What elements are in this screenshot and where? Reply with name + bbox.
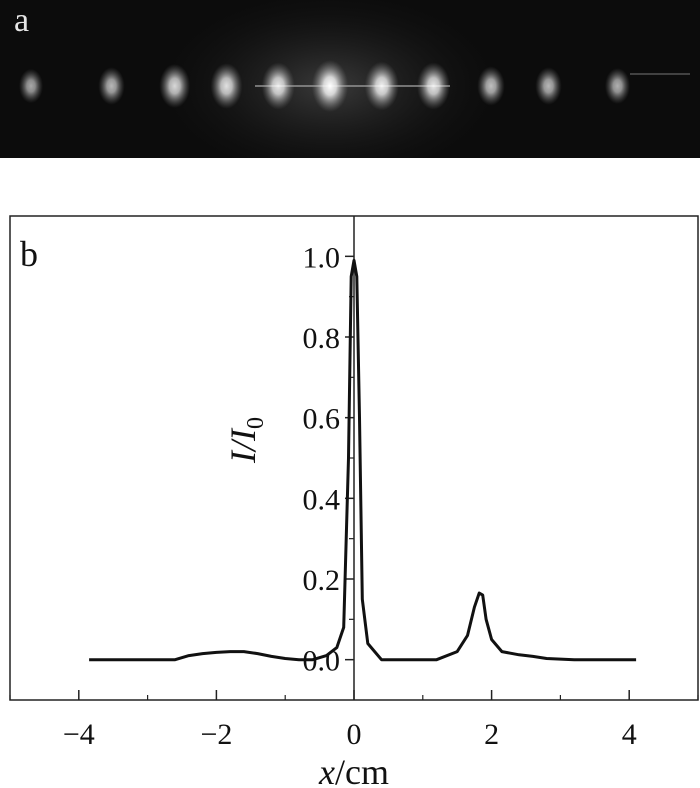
y-tick-label: 0.4 <box>303 483 341 516</box>
y-tick-label: 1.0 <box>303 241 341 274</box>
diffraction-spot-7 <box>416 62 451 110</box>
diffraction-image-panel: a <box>0 0 700 158</box>
diffraction-spot-9 <box>535 67 562 105</box>
diffraction-spot-1 <box>98 67 125 105</box>
y-tick-label: 0.2 <box>303 564 341 597</box>
y-tick-label: 0.8 <box>303 322 341 355</box>
x-axis-variable: x <box>318 752 335 788</box>
x-axis-unit: /cm <box>335 752 389 788</box>
x-tick-label: 0 <box>347 718 362 751</box>
diffraction-spot-4 <box>261 62 295 110</box>
intensity-profile-chart: b−4 −2 0 2 40.00.20.40.60.81.0x/cmI/I0 <box>9 215 699 788</box>
panel-b-label: b <box>20 234 38 274</box>
intensity-series-line <box>89 258 637 662</box>
diffraction-spot-3 <box>210 63 243 109</box>
y-tick-label: 0.6 <box>303 403 341 436</box>
y-axis-variable: I/I <box>223 427 263 464</box>
y-axis-title: I/I0 <box>223 417 269 464</box>
x-tick-label: 2 <box>484 718 499 751</box>
diffraction-spot-10 <box>604 68 631 104</box>
x-tick-label: −2 <box>200 718 232 751</box>
panel-a-label: a <box>14 2 30 39</box>
diffraction-spot-6 <box>364 61 399 111</box>
y-axis-subscript: 0 <box>243 417 269 429</box>
diffraction-spot-8 <box>477 66 505 106</box>
x-tick-label: −4 <box>63 718 95 751</box>
x-tick-label: 4 <box>622 718 637 751</box>
diffraction-spot-2 <box>159 64 191 108</box>
x-axis-title: x/cm <box>318 752 389 788</box>
diffraction-spot-0 <box>18 68 44 104</box>
diffraction-spot-5 <box>311 60 349 112</box>
intensity-profile-panel: b −4 −2 0 2 4 0.0 0.2 0.4 0.6 0.8 1.0 x/cm I/I0 <box>0 190 700 788</box>
diffraction-pattern-image <box>18 0 690 158</box>
